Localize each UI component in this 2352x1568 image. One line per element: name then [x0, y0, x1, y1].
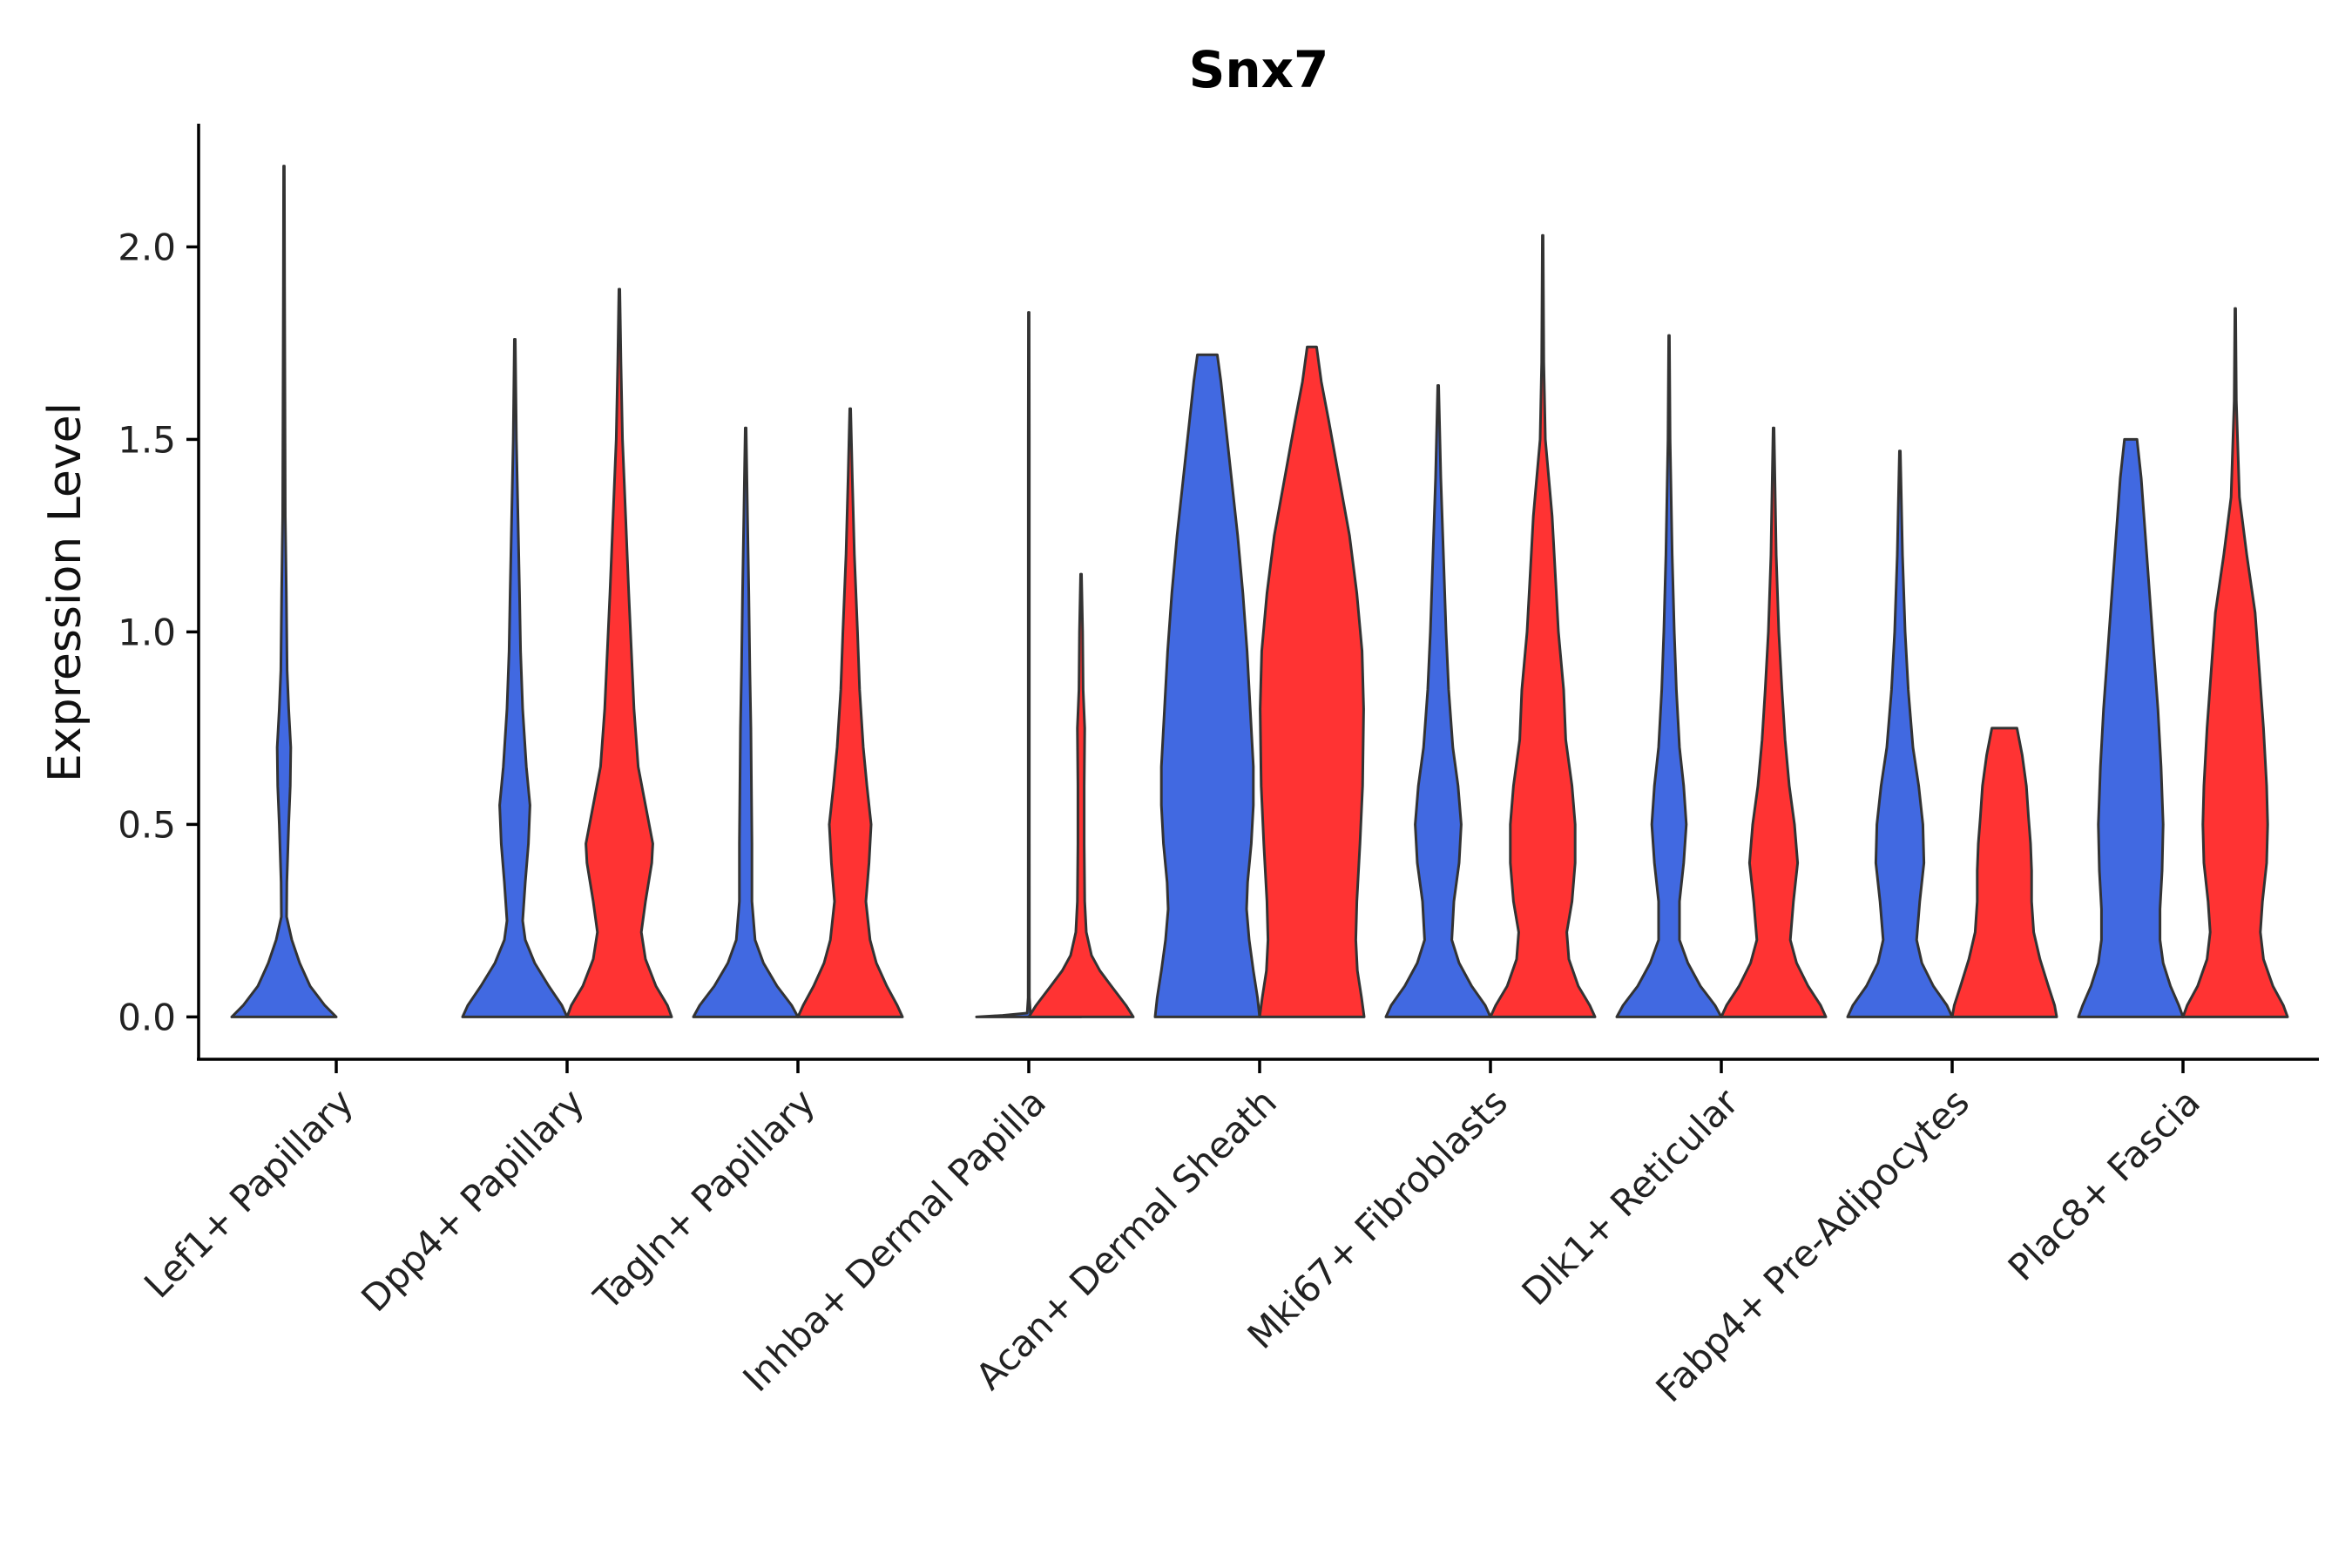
- violin-dlk1-reticular-blue: [1615, 334, 1723, 1018]
- y-tick-label: 2.0: [118, 226, 176, 268]
- x-tick-label: Lef1+ Papillary: [136, 1080, 362, 1306]
- y-tick-label: 0.0: [118, 996, 176, 1038]
- violin-inhba-dermal-papilla-red: [1027, 572, 1135, 1018]
- x-tick-label: Dpp4+ Papillary: [353, 1080, 592, 1320]
- y-tick-label: 1.0: [118, 611, 176, 653]
- violin-mki67-fibroblasts-blue: [1384, 384, 1492, 1018]
- violin-fabp4-pre-adipocytes-red: [1950, 727, 2058, 1018]
- violin-dpp4-papillary-blue: [461, 338, 569, 1018]
- violin-dpp4-papillary-red: [565, 287, 673, 1018]
- violin-inhba-dermal-papilla-blue: [975, 311, 1083, 1018]
- violin-plac8-fascia-red: [2181, 307, 2289, 1018]
- violins-layer: [230, 165, 2289, 1018]
- y-ticks-layer: 0.0 0.5 1.0 1.5 2.0: [118, 226, 199, 1038]
- violin-fabp4-pre-adipocytes-blue: [1846, 449, 1954, 1018]
- x-tick-label: Plac8+ Fascia: [2000, 1080, 2208, 1288]
- violin-plac8-fascia-blue: [2077, 437, 2185, 1018]
- violin-tagln-papillary-blue: [692, 426, 800, 1018]
- y-tick-label: 0.5: [118, 803, 176, 846]
- y-axis-title: Expression Level: [39, 402, 91, 782]
- x-tick-label: Dlk1+ Reticular: [1514, 1080, 1747, 1314]
- violin-dlk1-reticular-red: [1720, 426, 1828, 1018]
- y-tick-label: 1.5: [118, 418, 176, 461]
- violin-mki67-fibroblasts-red: [1489, 233, 1597, 1018]
- violin-acan-dermal-sheath-blue: [1153, 353, 1261, 1018]
- chart-title: Snx7: [1189, 40, 1329, 99]
- x-tick-label: Tagln+ Papillary: [585, 1080, 823, 1318]
- violin-acan-dermal-sheath-red: [1258, 345, 1366, 1018]
- violin-lef1-papillary-blue: [230, 165, 338, 1018]
- axes-layer: [197, 124, 2319, 1061]
- x-tick-label: Mki67+ Fibroblasts: [1240, 1080, 1516, 1356]
- violin-tagln-papillary-red: [796, 407, 904, 1018]
